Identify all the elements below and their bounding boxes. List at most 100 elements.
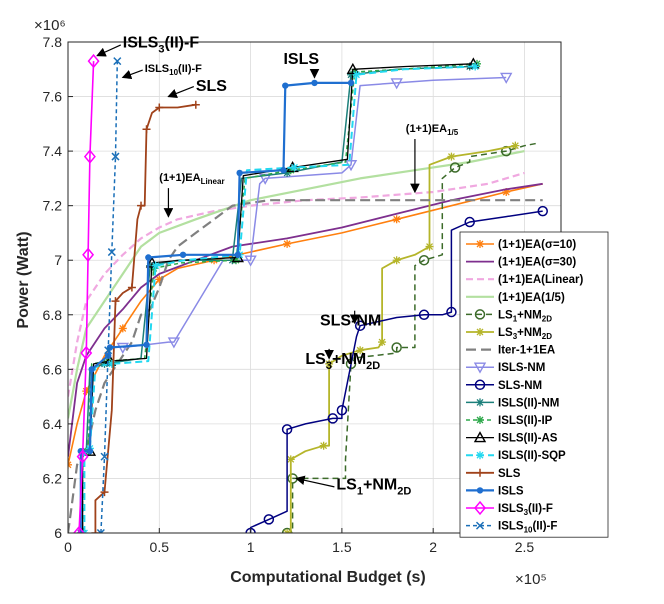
series-sls-nm-point	[327, 413, 339, 424]
legend-ls1-nm2d-point	[474, 309, 486, 320]
series-isls10-ii-f-point	[100, 452, 109, 461]
series-isls-ii-nm-point	[146, 261, 155, 270]
plot-area	[68, 53, 548, 533]
series-ls3-nm2d-point	[325, 359, 334, 368]
series-ls3-nm2d-point	[319, 441, 328, 450]
series-ls1-nm2d-point	[418, 254, 430, 266]
annotation--1-1-ealinear: (1+1)EALinear	[159, 172, 225, 218]
series-isls-ii-sqp-point	[151, 261, 160, 270]
legend-isls-point	[476, 487, 484, 494]
series-isls-ii-sqp-point	[352, 70, 361, 79]
series-isls-ii-sqp-point	[290, 163, 299, 172]
series--1-1-ea-10--line	[68, 183, 543, 465]
legend-isls10-ii-f: ISLS10(II)-F	[466, 521, 557, 535]
annotation-isls10-ii-f: ISLS10(II)-F	[121, 63, 202, 80]
series-sls-nm-point	[336, 405, 348, 416]
annotation-arrow	[121, 69, 143, 80]
series--1-1-ea-linear-	[68, 171, 525, 397]
legend-isls10-ii-f-point	[475, 521, 485, 530]
legend--1-1-ea-1-5--label: (1+1)EA(1/5)	[498, 292, 565, 304]
legend-isls-ii-nm-point	[476, 398, 484, 407]
series-isls-point	[236, 169, 243, 177]
legend-sls-nm: SLS-NM	[466, 379, 542, 392]
annotation-sls-nm: SLS-NM	[320, 310, 381, 330]
legend-ls1-nm2d-label: LS1+NM2D	[498, 309, 552, 323]
series-sls-line	[94, 103, 196, 533]
annotation-text: LS1+NM2D	[336, 476, 411, 497]
legend-isls-nm-label: ISLS-NM	[498, 362, 545, 374]
legend--1-1-ea-linear-: (1+1)EA(Linear)	[466, 274, 583, 286]
series--1-1-ea-10--point	[82, 387, 91, 396]
series-isls-nm-point	[116, 342, 129, 354]
annotation-text: ISLS3(II)-F	[123, 34, 200, 55]
series-isls-point	[143, 341, 150, 348]
y-tick-label: 7.8	[43, 34, 63, 50]
annotation-text: ISLS10(II)-F	[145, 63, 202, 77]
series-sls-point	[142, 125, 151, 134]
series-isls-nm-line	[122, 76, 507, 349]
series-isls-ii-nm-point	[347, 70, 356, 79]
series-isls3-ii-f	[72, 53, 100, 533]
series-isls3-ii-f-point	[87, 53, 100, 69]
series-isls-ii-nm-point	[283, 168, 292, 177]
series-isls10-ii-f	[96, 57, 122, 533]
series-isls-ii-as-point	[145, 256, 159, 268]
annotation--1-1-ea1-5: (1+1)EA1/5	[406, 123, 459, 194]
y-axis-label: Power (Watt)	[15, 231, 32, 328]
legend-isls-nm: ISLS-NM	[466, 362, 545, 374]
series-sls-nm-point	[446, 306, 457, 318]
series-iter-1-1ea-line	[68, 199, 543, 533]
legend-isls3-ii-f-label: ISLS3(II)-F	[498, 503, 553, 517]
series-ls3-nm2d-point	[286, 455, 295, 464]
y-tick-label: 7.6	[43, 89, 63, 105]
series-sls-nm-point	[464, 216, 475, 228]
series-sls-nm-point	[537, 205, 548, 217]
series-sls-nm-line	[249, 210, 543, 533]
series-isls-point	[234, 251, 242, 258]
series-isls3-ii-f-point	[82, 247, 95, 262]
series-isls-point	[145, 254, 152, 261]
series--1-1-ea-1-5-	[68, 150, 525, 419]
series-iter-1-1ea	[68, 199, 543, 533]
annotation-sls: SLS	[167, 78, 227, 98]
series-isls-ii-ip-point	[286, 166, 295, 175]
y-tick-label: 7.4	[43, 143, 63, 159]
legend-isls-ii-nm-label: ISLS(II)-NM	[498, 397, 559, 409]
series-sls-point	[191, 100, 200, 109]
series-isls-point	[86, 447, 94, 455]
legend--1-1-ea-linear--label: (1+1)EA(Linear)	[498, 274, 583, 286]
annotation-text: (1+1)EA1/5	[406, 123, 459, 137]
series-isls-ii-nm-point	[100, 359, 109, 368]
series-ls3-nm2d-line	[287, 144, 516, 533]
axes: 0 0.5 1 1.5 2 2.5 6 6.2 6.4 6.6 6.8 7 7.2 7.4 7.6 7.8	[43, 34, 562, 555]
series-isls3-ii-f-point	[76, 449, 89, 464]
legend-ls1-nm2d: LS1+NM2D	[466, 309, 552, 323]
series-isls-ii-ip-line	[81, 63, 478, 533]
annotation-text: (1+1)EALinear	[159, 172, 224, 186]
annotation-ls3-nm2d: LS3+NM2D	[305, 348, 380, 372]
legend-sls: SLS	[466, 468, 521, 480]
x-tick-label: 1	[247, 539, 255, 555]
x-tick-label: 0	[64, 539, 72, 555]
series-sls-point	[137, 201, 146, 210]
annotation-isls: ISLS	[283, 51, 319, 79]
legend-isls-ii-sqp-label: ISLS(II)-SQP	[498, 450, 566, 462]
legend--1-1-ea-30-: (1+1)EA(σ=30)	[466, 257, 576, 269]
series-sls-nm-point	[354, 320, 366, 331]
annotation-isls3-ii-f: ISLS3(II)-F	[96, 34, 200, 57]
series-ls3-nm2d-point	[378, 338, 387, 347]
y-tick-label: 7.2	[43, 198, 63, 214]
y-tick-label: 6.6	[43, 361, 63, 377]
series-ls3-nm2d-point	[511, 141, 520, 150]
legend-isls-nm-point	[473, 362, 487, 374]
series-isls3-ii-f-point	[72, 525, 85, 533]
series-isls-ii-sqp-point	[107, 359, 116, 368]
x-axis-multiplier: ×10⁵	[515, 571, 547, 588]
series-ls1-nm2d	[281, 142, 540, 533]
series-isls-nm-point	[244, 255, 257, 267]
series--1-1-ea-10--point	[118, 324, 127, 333]
legend-sls-label: SLS	[498, 468, 521, 480]
annotation-text: SLS	[196, 78, 227, 95]
y-tick-label: 6.4	[43, 416, 63, 432]
